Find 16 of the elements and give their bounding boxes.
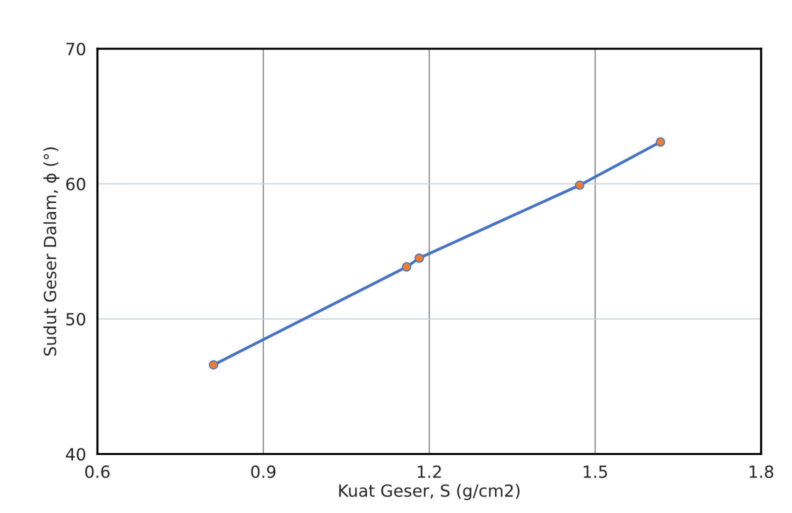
point xyxy=(574,180,584,190)
x-tick-label: 1.2 xyxy=(418,465,441,478)
y-tick-label: 40 xyxy=(66,448,86,461)
x-tick-label: 0.6 xyxy=(85,465,110,478)
y-tick-label: 50 xyxy=(66,312,86,326)
x-tick-label: 1.8 xyxy=(750,465,774,478)
x-tick-label: 0.9 xyxy=(251,465,276,478)
x-axis-title: Kuat Geser, S (g/cm2) xyxy=(339,484,520,500)
y-tick-label: 70 xyxy=(66,42,86,56)
x-tick-label: 1.5 xyxy=(584,466,607,478)
point xyxy=(656,137,666,147)
point xyxy=(414,253,424,263)
point xyxy=(402,262,412,272)
y-tick-label: 60 xyxy=(66,178,86,190)
y-axis-title: Sudut Geser Dalam, ϕ (°) xyxy=(43,147,60,356)
point xyxy=(208,360,218,370)
